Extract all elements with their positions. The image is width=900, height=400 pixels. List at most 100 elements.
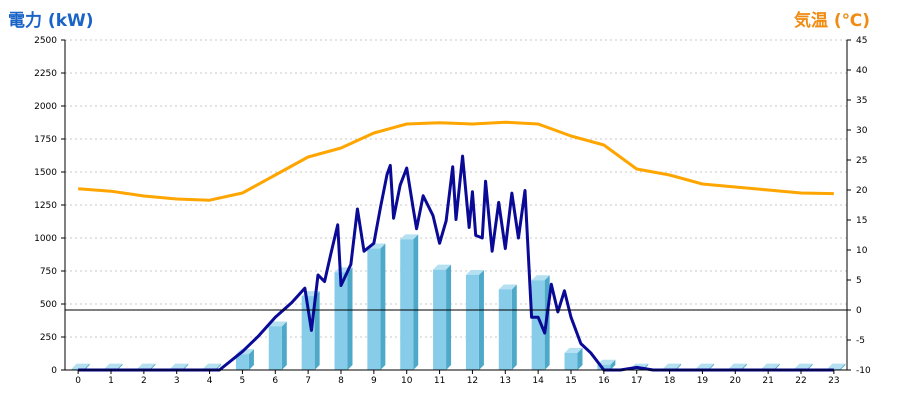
x-tick-label: 22 (795, 376, 806, 386)
bar-side (840, 363, 846, 370)
bar-top (465, 269, 484, 275)
bar-side (676, 363, 682, 370)
temperature-line (78, 120, 834, 202)
left-tick-label: 500 (40, 300, 57, 310)
bar-side (741, 363, 747, 370)
left-tick-label: 1250 (34, 201, 57, 211)
bar-side (774, 363, 780, 370)
right-tick-label: -5 (856, 336, 865, 346)
left-tick-label: 1500 (34, 168, 57, 178)
x-tick-label: 20 (730, 376, 742, 386)
x-tick-label: 1 (108, 376, 114, 386)
bar-side (610, 359, 616, 370)
bar-top (71, 363, 90, 369)
bar-side (807, 363, 813, 370)
bar-side (314, 291, 320, 370)
lines-layer (78, 120, 834, 372)
x-tick-label: 8 (338, 376, 344, 386)
x-tick-label: 21 (762, 376, 773, 386)
left-tick-label: 2500 (34, 36, 57, 46)
bar-side (248, 349, 254, 370)
x-tick-label: 19 (697, 376, 709, 386)
right-tick-label: 40 (856, 66, 868, 76)
bar (334, 272, 348, 370)
bar-side (446, 264, 452, 370)
x-tick-label: 2 (141, 376, 147, 386)
bar-top (761, 363, 780, 369)
right-tick-label: 0 (856, 306, 862, 316)
left-tick-label: 250 (40, 333, 57, 343)
x-tick-label: 5 (240, 376, 246, 386)
bar-top (137, 363, 156, 369)
bar-top (203, 363, 222, 369)
x-tick-label: 17 (631, 376, 642, 386)
x-tick-label: 3 (174, 376, 180, 386)
right-tick-label: 35 (856, 96, 867, 106)
bar-side (347, 267, 353, 370)
grid-layer (65, 39, 847, 338)
bar-side (413, 234, 419, 370)
right-axis-title: 気温 (℃) (793, 11, 870, 31)
x-tick-label: 12 (467, 376, 478, 386)
bar-side (84, 363, 90, 370)
x-tick-label: 9 (371, 376, 377, 386)
bar-top (170, 363, 189, 369)
bar-top (104, 363, 123, 369)
bar-top (695, 363, 714, 369)
labels-layer: 02505007501000125015001750200022502500-1… (34, 36, 871, 386)
left-tick-label: 0 (51, 366, 57, 376)
x-tick-label: 16 (598, 376, 610, 386)
x-tick-label: 7 (305, 376, 311, 386)
x-tick-label: 0 (75, 376, 81, 386)
x-tick-label: 4 (207, 376, 213, 386)
bars-layer (71, 234, 846, 370)
bar-top (728, 363, 747, 369)
bar-side (281, 321, 287, 370)
axes-layer (61, 39, 851, 374)
bar-side (183, 363, 189, 370)
power-line (78, 154, 834, 372)
right-tick-label: 15 (856, 216, 867, 226)
bar-side (117, 363, 123, 370)
bar-top (498, 284, 517, 290)
right-tick-label: 10 (856, 246, 868, 256)
bar (367, 248, 381, 370)
bar-top (433, 264, 452, 270)
bar (630, 368, 644, 370)
x-tick-label: 11 (434, 376, 445, 386)
x-tick-label: 13 (500, 376, 511, 386)
x-tick-label: 15 (565, 376, 576, 386)
bar-top (794, 363, 813, 369)
x-tick-label: 18 (664, 376, 676, 386)
right-tick-label: 20 (856, 186, 868, 196)
bar-side (478, 269, 484, 370)
bar-side (216, 363, 222, 370)
x-tick-label: 14 (532, 376, 544, 386)
x-tick-label: 10 (401, 376, 413, 386)
right-tick-label: 30 (856, 126, 868, 136)
left-tick-label: 1000 (34, 234, 57, 244)
right-tick-label: 45 (856, 36, 867, 46)
bar (301, 296, 315, 370)
right-tick-label: 25 (856, 156, 867, 166)
bar-side (380, 243, 386, 370)
bar (235, 354, 249, 370)
bar-top (564, 347, 583, 353)
bar-top (663, 363, 682, 369)
left-tick-label: 750 (40, 267, 57, 277)
left-tick-label: 2000 (34, 102, 57, 112)
bar-side (511, 284, 517, 370)
bar-top (597, 359, 616, 365)
left-tick-label: 1750 (34, 135, 57, 145)
bar (564, 352, 578, 370)
right-tick-label: 5 (856, 276, 862, 286)
bar-side (577, 347, 583, 370)
right-tick-label: -10 (856, 366, 871, 376)
x-tick-label: 6 (272, 376, 278, 386)
bar-top (531, 275, 550, 281)
left-tick-label: 2250 (34, 69, 57, 79)
bar (597, 364, 611, 370)
bar (268, 326, 282, 370)
bar (498, 289, 512, 370)
